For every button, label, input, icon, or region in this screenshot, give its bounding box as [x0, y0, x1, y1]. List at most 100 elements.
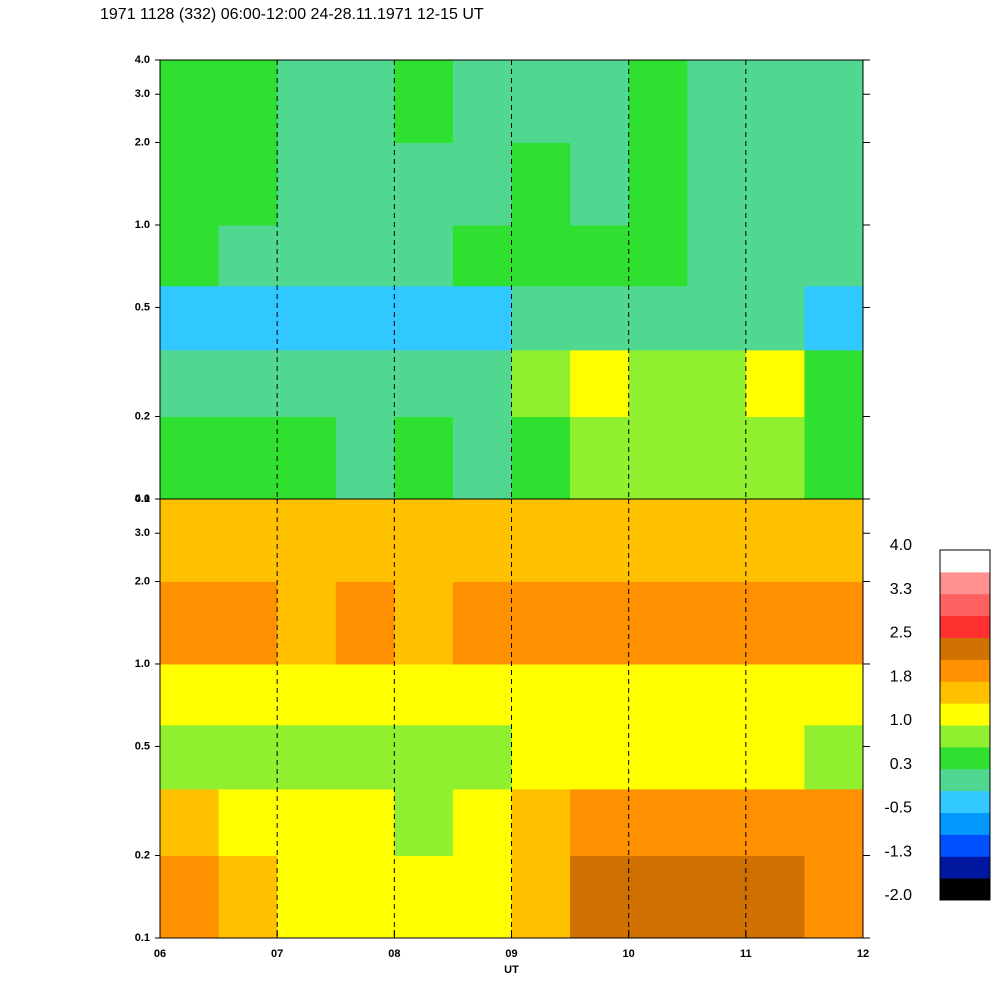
- y-tick-label: 2.0: [135, 575, 150, 587]
- heat-cell: [804, 285, 864, 351]
- colorbar-label: 2.5: [890, 625, 912, 642]
- heat-cell: [570, 855, 630, 939]
- heat-cell: [745, 416, 805, 500]
- colorbar-swatch: [940, 834, 990, 857]
- x-tick-label: 06: [154, 948, 166, 960]
- heat-cell: [277, 663, 337, 726]
- heat-cell: [804, 60, 864, 143]
- heat-cell: [628, 724, 688, 790]
- y-tick-label: 0.2: [135, 849, 150, 861]
- heat-cell: [628, 663, 688, 726]
- heat-cell: [218, 416, 278, 500]
- heat-cell: [804, 499, 864, 582]
- heat-cell: [335, 60, 395, 143]
- heat-cell: [570, 788, 630, 857]
- heat-cell: [511, 663, 571, 726]
- heat-cell: [160, 349, 220, 418]
- heat-cell: [628, 788, 688, 857]
- heat-cell: [218, 349, 278, 418]
- heat-cell: [804, 663, 864, 726]
- heat-cell: [687, 499, 747, 582]
- heat-cell: [160, 285, 220, 351]
- heat-cell: [277, 142, 337, 226]
- colorbar-swatch: [940, 681, 990, 704]
- heat-cell: [218, 855, 278, 939]
- heat-cell: [452, 224, 512, 287]
- heat-cell: [570, 224, 630, 287]
- y-tick-label: 4.0: [135, 493, 150, 505]
- heat-cell: [277, 224, 337, 287]
- heat-cell: [218, 285, 278, 351]
- y-tick-label: 3.0: [135, 88, 150, 100]
- colorbar-swatch: [940, 725, 990, 748]
- heat-cell: [277, 788, 337, 857]
- colorbar-label: 4.0: [890, 537, 912, 554]
- heat-cell: [452, 788, 512, 857]
- heat-cell: [452, 663, 512, 726]
- colorbar-frame: [939, 549, 991, 901]
- heat-cell: [804, 142, 864, 226]
- x-tick-label: 08: [388, 948, 400, 960]
- heat-cell: [277, 724, 337, 790]
- heat-cell: [160, 663, 220, 726]
- colorbar-swatch: [940, 812, 990, 835]
- y-tick-label: 2.0: [135, 136, 150, 148]
- colorbar-label: -1.3: [884, 843, 912, 860]
- heat-cell: [277, 499, 337, 582]
- colorbar-label: -2.0: [884, 887, 912, 904]
- heat-cell: [160, 142, 220, 226]
- x-tick-label: 12: [857, 948, 869, 960]
- heat-cell: [570, 285, 630, 351]
- colorbar-swatch: [940, 856, 990, 879]
- heat-cell: [745, 724, 805, 790]
- heat-cell: [628, 60, 688, 143]
- heat-cell: [452, 349, 512, 418]
- heat-cell: [452, 285, 512, 351]
- heat-cell: [804, 855, 864, 939]
- colorbar-label: 3.3: [890, 581, 912, 598]
- heat-cell: [570, 142, 630, 226]
- colorbar-label: 1.8: [890, 668, 912, 685]
- heat-cell: [394, 224, 454, 287]
- y-tick-label: 4.0: [135, 54, 150, 66]
- heat-cell: [745, 60, 805, 143]
- heat-cell: [277, 416, 337, 500]
- heat-cell: [452, 499, 512, 582]
- heat-cell: [160, 499, 220, 582]
- heat-cell: [218, 788, 278, 857]
- heat-cell: [218, 499, 278, 582]
- heat-cell: [394, 724, 454, 790]
- heat-cell: [570, 724, 630, 790]
- heat-cell: [452, 142, 512, 226]
- heat-cell: [511, 499, 571, 582]
- colorbar-label: 1.0: [890, 712, 912, 729]
- y-tick-label: 0.2: [135, 410, 150, 422]
- heat-cell: [628, 224, 688, 287]
- heat-cell: [277, 349, 337, 418]
- y-tick-label: 0.1: [135, 493, 150, 505]
- y-tick-label: 1.0: [135, 658, 150, 670]
- heat-cell: [628, 581, 688, 665]
- heat-cell: [687, 788, 747, 857]
- heat-cell: [511, 724, 571, 790]
- heat-cell: [452, 724, 512, 790]
- heat-cell: [628, 855, 688, 939]
- heat-cell: [687, 142, 747, 226]
- y-tick-label: 3.0: [135, 527, 150, 539]
- heat-cell: [804, 416, 864, 500]
- colorbar-swatch: [940, 659, 990, 682]
- heat-cell: [511, 285, 571, 351]
- heat-cell: [511, 349, 571, 418]
- heat-cell: [687, 224, 747, 287]
- heat-cell: [570, 416, 630, 500]
- heat-cell: [160, 855, 220, 939]
- colorbar-swatch: [940, 615, 990, 638]
- x-tick-label: 09: [505, 948, 517, 960]
- heat-cell: [160, 416, 220, 500]
- colorbar-swatch: [940, 746, 990, 770]
- x-tick-label: 11: [740, 948, 752, 960]
- heat-cell: [160, 788, 220, 857]
- heat-cell: [804, 788, 864, 857]
- heat-cell: [394, 142, 454, 226]
- heat-cell: [394, 855, 454, 939]
